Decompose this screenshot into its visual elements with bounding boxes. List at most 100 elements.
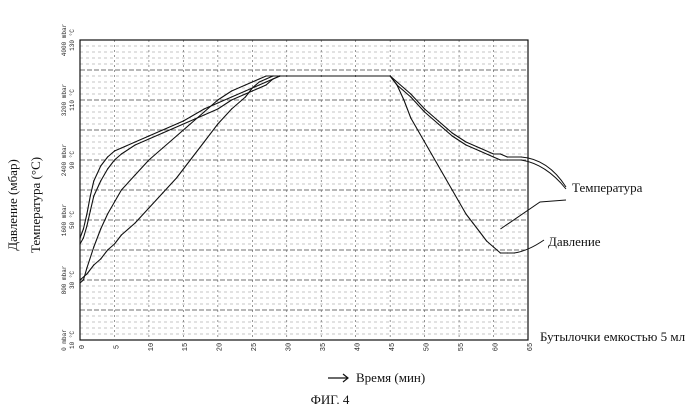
data-point — [114, 150, 115, 151]
data-point — [83, 228, 84, 229]
data-point — [465, 213, 466, 214]
data-point — [183, 120, 184, 121]
data-point — [86, 267, 87, 268]
x-tick-label: 60 — [492, 343, 500, 351]
x-tick-label: 25 — [251, 343, 259, 351]
annotation-bottles: Бутылочки емкостью 5 мл — [540, 329, 686, 344]
data-point — [272, 78, 273, 79]
data-point — [148, 159, 149, 160]
data-point — [403, 99, 404, 100]
data-point — [135, 174, 136, 175]
data-point — [279, 75, 280, 76]
y-axis-label-pressure: Давление (мбар) — [5, 159, 20, 251]
data-point — [107, 156, 108, 157]
y-tick-label-temperature: 90 °C — [69, 151, 76, 169]
data-point — [231, 90, 232, 91]
leader-line-pressure — [514, 240, 544, 253]
data-point — [410, 117, 411, 118]
data-point — [217, 99, 218, 100]
data-point — [424, 141, 425, 142]
data-point — [204, 141, 205, 142]
data-point — [190, 123, 191, 124]
data-point — [107, 249, 108, 250]
y-tick-label-pressure: 3200 mbar — [61, 83, 68, 116]
data-point — [390, 75, 391, 76]
data-point — [245, 96, 246, 97]
data-point — [266, 75, 267, 76]
data-point — [114, 159, 115, 160]
data-point — [107, 168, 108, 169]
y-tick-label-temperature: 30 °C — [69, 271, 76, 289]
data-point — [452, 135, 453, 136]
data-point — [507, 156, 508, 157]
data-point — [259, 87, 260, 88]
x-tick-label: 35 — [320, 343, 328, 351]
data-point — [493, 246, 494, 247]
data-point — [162, 192, 163, 193]
y-tick-label-temperature: 50 °C — [69, 211, 76, 229]
data-point — [507, 159, 508, 160]
data-point — [121, 147, 122, 148]
data-point — [245, 84, 246, 85]
data-point — [496, 249, 497, 250]
data-point — [438, 165, 439, 166]
data-point — [500, 252, 501, 253]
data-point — [452, 189, 453, 190]
x-axis-arrow-icon — [328, 374, 348, 382]
y-tick-label-temperature: 10 °C — [69, 331, 76, 349]
data-point — [410, 96, 411, 97]
data-point — [286, 75, 287, 76]
data-point — [424, 111, 425, 112]
data-point — [266, 84, 267, 85]
data-point — [459, 201, 460, 202]
data-point — [445, 177, 446, 178]
data-point — [204, 111, 205, 112]
data-point — [162, 132, 163, 133]
data-point — [465, 144, 466, 145]
data-point — [252, 81, 253, 82]
data-point — [217, 123, 218, 124]
data-point — [121, 153, 122, 154]
y-tick-labels: 0 mbar10 °C800 mbar30 °C1600 mbar50 °C24… — [61, 23, 76, 350]
data-point — [245, 93, 246, 94]
data-point — [493, 156, 494, 157]
y-tick-label-temperature: 130 °C — [69, 29, 76, 51]
data-point — [259, 84, 260, 85]
x-tick-label: 55 — [458, 343, 466, 351]
y-axis-label-temperature: Температура (°C) — [28, 157, 43, 253]
data-point — [83, 237, 84, 238]
data-point — [93, 195, 94, 196]
data-point — [83, 279, 84, 280]
x-tick-label: 65 — [527, 343, 535, 351]
x-tick-label: 5 — [113, 345, 121, 349]
x-tick-label: 10 — [148, 343, 156, 351]
data-point — [452, 132, 453, 133]
data-point — [93, 246, 94, 247]
data-point — [100, 165, 101, 166]
data-point — [259, 78, 260, 79]
data-point — [79, 282, 80, 283]
data-series-group — [79, 75, 521, 283]
annotation-temperature: Температура — [572, 180, 643, 195]
data-point — [114, 243, 115, 244]
data-point — [500, 159, 501, 160]
chart-grid — [80, 40, 528, 340]
data-point — [90, 210, 91, 211]
y-tick-label-pressure: 800 mbar — [61, 265, 68, 294]
data-point — [176, 135, 177, 136]
data-point — [479, 231, 480, 232]
data-point — [148, 138, 149, 139]
data-point — [396, 81, 397, 82]
data-point — [231, 96, 232, 97]
figure-caption: ФИГ. 4 — [311, 392, 350, 407]
annotation-pressure: Давление — [548, 234, 601, 249]
data-point — [266, 81, 267, 82]
y-tick-label-pressure: 0 mbar — [61, 329, 68, 351]
data-point — [135, 222, 136, 223]
leader-line-bracket — [500, 200, 566, 229]
data-point — [479, 150, 480, 151]
data-point — [100, 258, 101, 259]
data-point — [135, 141, 136, 142]
data-point — [107, 213, 108, 214]
x-tick-label: 50 — [423, 343, 431, 351]
